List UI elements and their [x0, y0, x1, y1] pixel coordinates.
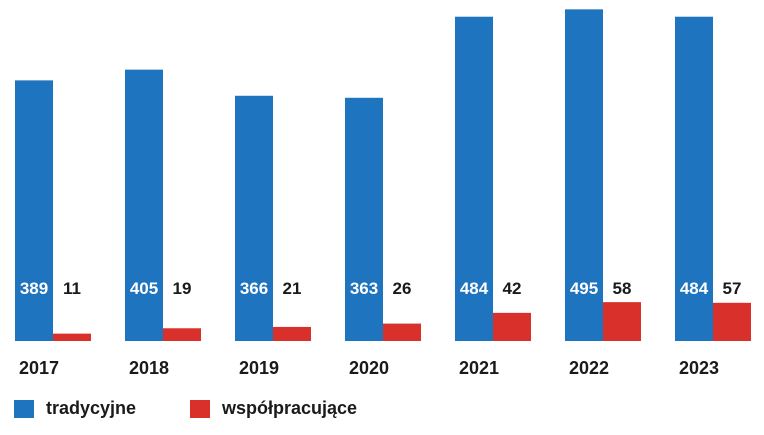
bar-wspolpracujace-2023: [713, 302, 751, 341]
data-label-tradycyjne-2020: 363: [350, 279, 378, 298]
data-label-wspolpracujace-2022: 58: [613, 279, 632, 298]
bar-wspolpracujace-2019: [273, 326, 311, 341]
bar-tradycyjne-2021: [455, 16, 493, 341]
bar-tradycyjne-2019: [235, 95, 273, 341]
data-label-wspolpracujace-2020: 26: [393, 279, 412, 298]
data-label-tradycyjne-2022: 495: [570, 279, 598, 298]
bars-group: [15, 9, 751, 342]
x-tick-2021: 2021: [459, 358, 499, 378]
bar-tradycyjne-2023: [675, 16, 713, 341]
legend-item-wspolpracujace: współpracujące: [190, 398, 357, 419]
bar-tradycyjne-2017: [15, 80, 53, 342]
bar-wspolpracujace-2020: [383, 323, 421, 341]
x-tick-2017: 2017: [19, 358, 59, 378]
data-label-wspolpracujace-2021: 42: [503, 279, 522, 298]
x-tick-2022: 2022: [569, 358, 609, 378]
bar-tradycyjne-2020: [345, 97, 383, 341]
x-tick-2020: 2020: [349, 358, 389, 378]
bar-tradycyjne-2022: [565, 9, 603, 341]
legend-item-tradycyjne: tradycyjne: [14, 398, 136, 419]
bar-wspolpracujace-2021: [493, 312, 531, 341]
data-label-tradycyjne-2021: 484: [460, 279, 489, 298]
x-tick-2023: 2023: [679, 358, 719, 378]
data-label-wspolpracujace-2023: 57: [723, 279, 742, 298]
bar-chart: 389 11 405 19 366 21 363 26 484 42 495 58 484 57 2017…: [15, 9, 751, 378]
bar-wspolpracujace-2018: [163, 328, 201, 341]
legend-label-tradycyjne: tradycyjne: [46, 398, 137, 418]
x-axis-ticks: 2017 2018 2019 2020 2021 2022 2023: [19, 358, 719, 378]
data-label-wspolpracujace-2018: 19: [173, 279, 192, 298]
data-labels-group: 389 11 405 19 366 21 363 26 484 42 495 58 484 57: [20, 279, 742, 298]
legend-label-wspolpracujace: współpracujące: [222, 398, 358, 418]
bar-wspolpracujace-2022: [603, 302, 641, 341]
data-label-wspolpracujace-2019: 21: [283, 279, 302, 298]
data-label-tradycyjne-2017: 389: [20, 279, 48, 298]
legend-swatch-wspolpracujace: [190, 399, 210, 418]
legend: tradycyjne współpracujące: [0, 398, 764, 424]
data-label-tradycyjne-2018: 405: [130, 279, 158, 298]
legend-swatch-tradycyjne: [14, 399, 34, 418]
data-label-wspolpracujace-2017: 11: [63, 279, 81, 298]
data-label-tradycyjne-2023: 484: [680, 279, 709, 298]
x-tick-2018: 2018: [129, 358, 169, 378]
data-label-tradycyjne-2019: 366: [240, 279, 268, 298]
bar-tradycyjne-2018: [125, 69, 163, 342]
bar-wspolpracujace-2017: [53, 333, 91, 341]
x-tick-2019: 2019: [239, 358, 279, 378]
